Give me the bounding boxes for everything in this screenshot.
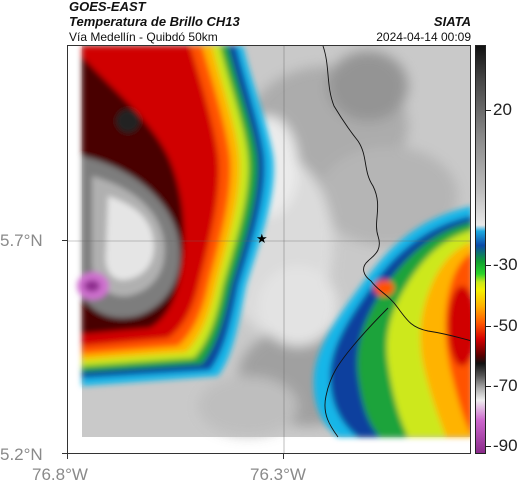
x-axis-label: 76.8°W	[32, 465, 88, 484]
colorbar-tick	[486, 446, 491, 447]
colorbar-tick	[486, 326, 491, 327]
y-tick	[62, 453, 67, 454]
x-tick	[67, 454, 68, 459]
colorbar-label: -90	[493, 436, 518, 455]
y-axis-label: 5.2°N	[0, 445, 43, 464]
temperature-colorbar	[475, 45, 486, 454]
x-axis-label: 76.3°W	[250, 465, 306, 484]
satellite-title: GOES-EAST	[69, 0, 146, 14]
colorbar-tick	[486, 265, 491, 266]
product-title: Temperatura de Brillo CH13	[69, 14, 240, 29]
y-tick	[62, 240, 67, 241]
timestamp-label: 2024-04-14 00:09	[376, 30, 471, 44]
star-icon: ★	[256, 231, 268, 246]
route-subtitle: Vía Medellín - Quibdó 50km	[69, 30, 218, 44]
colorbar-label: -70	[493, 376, 518, 395]
x-tick	[283, 454, 284, 459]
colorbar-label: -30	[493, 255, 518, 274]
satellite-map	[67, 45, 471, 454]
colorbar-tick	[486, 386, 491, 387]
org-label: SIATA	[433, 14, 471, 29]
department-boundary-south	[324, 307, 389, 438]
colorbar-tick	[486, 110, 491, 111]
department-boundary	[322, 46, 470, 341]
colorbar-label: -50	[493, 316, 518, 335]
y-axis-label: 5.7°N	[0, 231, 43, 250]
colorbar-label: 20	[493, 100, 512, 119]
brightness-temperature-field	[68, 46, 470, 453]
